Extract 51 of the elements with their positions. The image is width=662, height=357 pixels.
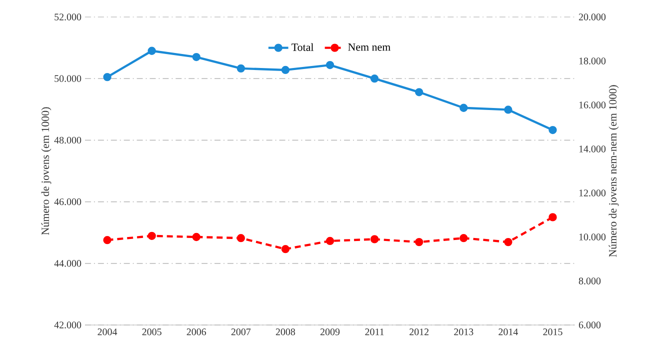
x-tick-label: 2007: [231, 328, 251, 336]
x-tick-label: 2011: [365, 328, 384, 336]
y2-tick-label: 6.000: [578, 322, 601, 328]
point: [103, 236, 112, 244]
y2-tick-label: 12.000: [579, 190, 606, 196]
point: [370, 74, 379, 83]
y2-tick-label: 8.000: [578, 278, 601, 284]
point: [103, 72, 112, 82]
y2-tick-label: 16.000: [579, 102, 606, 108]
x-tick-label: 2014: [498, 328, 518, 336]
point: [548, 213, 557, 222]
y-tick-label: 52.000: [54, 14, 82, 20]
y-tick-label: 48.000: [54, 136, 82, 144]
x-tick-label: 2005: [142, 328, 162, 336]
point: [548, 126, 557, 134]
point: [370, 235, 379, 244]
y-tick-label: 44.000: [54, 260, 82, 267]
y-tick-label: 42.000: [54, 322, 82, 328]
y2-tick-label: 10.000: [579, 234, 606, 240]
point: [148, 46, 156, 55]
y-tick-label: 46.000: [54, 198, 82, 206]
x-tick-label: 2009: [320, 328, 340, 336]
x-tick-label: 2008: [276, 328, 296, 336]
point: [415, 88, 424, 96]
point: [504, 106, 512, 114]
legend-label: Total: [292, 43, 314, 51]
point: [326, 60, 334, 70]
point: [192, 52, 200, 62]
point: [281, 66, 290, 74]
legend-label: Nem nem: [348, 43, 390, 51]
y2-tick-label: 14.000: [579, 146, 606, 152]
x-tick-label: 2006: [186, 328, 206, 336]
point: [460, 104, 468, 112]
point: [236, 64, 245, 73]
y2-axis-title: Número de jovens nem-nem (em 1000): [608, 85, 619, 257]
x-tick-label: 2004: [98, 328, 118, 336]
y-tick-label: 50.000: [54, 75, 82, 82]
y2-tick-label: 20.000: [578, 14, 606, 20]
point: [460, 234, 468, 242]
point: [326, 236, 334, 246]
point: [148, 232, 156, 240]
x-tick-label: 2012: [410, 328, 429, 336]
point: [236, 234, 245, 242]
x-tick-label: 2013: [454, 328, 474, 336]
point: [192, 232, 200, 242]
x-tick-label: 2015: [543, 328, 562, 336]
y2-tick-label: 18.000: [579, 58, 606, 64]
y-axis-title: Número de jovens (em 1000): [41, 107, 52, 235]
point: [415, 238, 424, 246]
point: [281, 245, 290, 254]
point: [504, 238, 512, 246]
